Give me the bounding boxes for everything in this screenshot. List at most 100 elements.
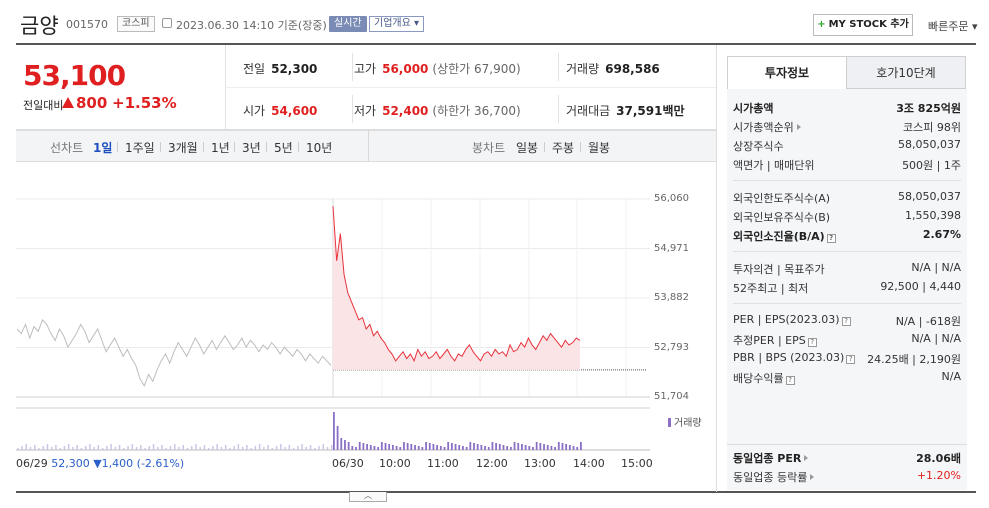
y-tick-label: 53,882: [654, 292, 689, 303]
realtime-button[interactable]: 실시간: [329, 16, 367, 32]
volume-bar: [399, 447, 402, 450]
volume-bar: [432, 444, 435, 450]
tab-orderbook-10[interactable]: 호가10단계: [846, 56, 966, 89]
par-row: 액면가 | 매매단위 500원 | 1주: [733, 157, 961, 175]
volume-bar: [369, 445, 372, 450]
volume-bar: [123, 448, 125, 450]
volume-bar: [17, 448, 19, 450]
divider: [733, 180, 961, 181]
volume-bar: [395, 446, 398, 450]
volume-bar: [443, 447, 446, 450]
divider: [368, 131, 369, 162]
volume-bar: [351, 446, 354, 450]
low-value: 52,400: [382, 104, 429, 118]
cap-rank-value: 코스피 98위: [903, 121, 961, 134]
volume-bar: [568, 445, 571, 450]
sector-per-row[interactable]: 동일업종 PER 28.06배: [733, 450, 961, 468]
foreign-limit-label: 외국인한도주식수(A): [733, 192, 831, 205]
period-selector: 선차트 1일 1주일 3개월 1년 3년 5년 10년 봉차트 일봉 주봉 월봉: [16, 130, 716, 162]
volume-bar: [425, 442, 427, 450]
volume-bar: [554, 447, 556, 450]
candle-monthly[interactable]: 월봉: [588, 141, 611, 155]
volume-bar: [487, 447, 490, 450]
volume-bar: [93, 447, 95, 450]
x-tick-label: 10:00: [379, 457, 411, 470]
collapse-toggle-button[interactable]: ︿: [349, 492, 387, 502]
volume-bar: [484, 446, 486, 450]
change-value: 800: [76, 94, 108, 112]
volume-bar: [174, 444, 176, 450]
up-triangle-icon: [62, 97, 74, 108]
volume-bar: [469, 442, 472, 450]
volume-bar: [135, 447, 138, 450]
dividend-value: N/A: [941, 370, 961, 383]
x-tick-label: 06/30: [332, 457, 364, 470]
divider: [558, 95, 559, 123]
volume-bar: [21, 446, 23, 450]
high-label: 고가: [354, 62, 377, 76]
divider: [226, 87, 716, 88]
divider: [203, 142, 204, 152]
period-10y[interactable]: 10년: [306, 141, 333, 155]
tab-investment-info[interactable]: 투자정보: [727, 56, 847, 89]
volume-bar: [140, 445, 142, 450]
divider: [160, 142, 161, 152]
divider: [117, 142, 118, 152]
volume-bar: [406, 443, 409, 450]
help-icon[interactable]: ?: [785, 376, 795, 385]
candle-weekly[interactable]: 주봉: [552, 141, 575, 155]
volume-bar: [233, 446, 235, 450]
volume-bar: [127, 446, 129, 450]
period-1y[interactable]: 1년: [211, 141, 230, 155]
cap-rank-row[interactable]: 시가총액순위 코스피 98위: [733, 119, 961, 137]
sector-info: 동일업종 PER 28.06배 동일업종 등락률 +1.20%: [727, 444, 967, 490]
quick-order-dropdown[interactable]: 빠른주문 ▾: [928, 20, 978, 33]
per-value: N/A | -618원: [895, 315, 961, 328]
help-icon[interactable]: ?: [841, 317, 851, 326]
period-1w[interactable]: 1주일: [125, 141, 155, 155]
volume-bar: [55, 445, 57, 450]
volume-value: 698,586: [605, 62, 660, 76]
market-cap-label: 시가총액: [733, 102, 774, 115]
sector-change-row[interactable]: 동일업종 등락률 +1.20%: [733, 469, 961, 487]
period-5y[interactable]: 5년: [274, 141, 293, 155]
volume-bar: [539, 443, 542, 450]
cap-rank-label: 시가총액순위: [733, 121, 794, 134]
period-3y[interactable]: 3년: [242, 141, 261, 155]
volume-bar: [550, 446, 553, 450]
volume-bar: [59, 448, 61, 450]
period-3m[interactable]: 3개월: [168, 141, 198, 155]
est-per-value: N/A | N/A: [911, 332, 961, 345]
volume-bar: [38, 448, 40, 450]
candle-daily[interactable]: 일봉: [516, 141, 539, 155]
intraday-chart[interactable]: 56,060 54,971 53,882 52,793 51,704 거래량 0…: [0, 162, 716, 492]
volume-bar: [297, 446, 299, 450]
sector-per-value: 28.06배: [916, 452, 961, 465]
volume-legend: 거래량: [668, 414, 702, 429]
low-label: 저가: [354, 104, 377, 118]
prev-day-change: ▼1,400: [93, 457, 134, 470]
prev-day-percent: (-2.61%): [136, 457, 185, 470]
volume-bar: [309, 445, 312, 450]
open-cell: 시가 54,600: [243, 102, 317, 119]
open-label: 시가: [243, 104, 266, 118]
high-value: 56,000: [382, 62, 429, 76]
chevron-right-icon: [796, 124, 801, 130]
divider: [352, 53, 353, 81]
help-icon[interactable]: ?: [807, 338, 817, 347]
add-mystock-button[interactable]: + MY STOCK 추가: [813, 14, 913, 36]
volume-bar: [344, 440, 346, 450]
volume-bar: [513, 442, 516, 450]
volume-bar: [331, 445, 333, 450]
volume-bar: [517, 443, 520, 450]
volume-bar: [358, 442, 361, 450]
y-tick-label: 52,793: [654, 342, 689, 353]
company-overview-dropdown[interactable]: 기업개요 ▾: [369, 16, 424, 32]
help-icon[interactable]: ?: [846, 355, 856, 364]
volume-bar: [258, 444, 261, 450]
help-icon[interactable]: ?: [826, 234, 836, 243]
divider: [558, 53, 559, 81]
volume-bar: [97, 445, 100, 450]
volume-bar: [237, 444, 240, 450]
period-1d[interactable]: 1일: [93, 141, 113, 155]
